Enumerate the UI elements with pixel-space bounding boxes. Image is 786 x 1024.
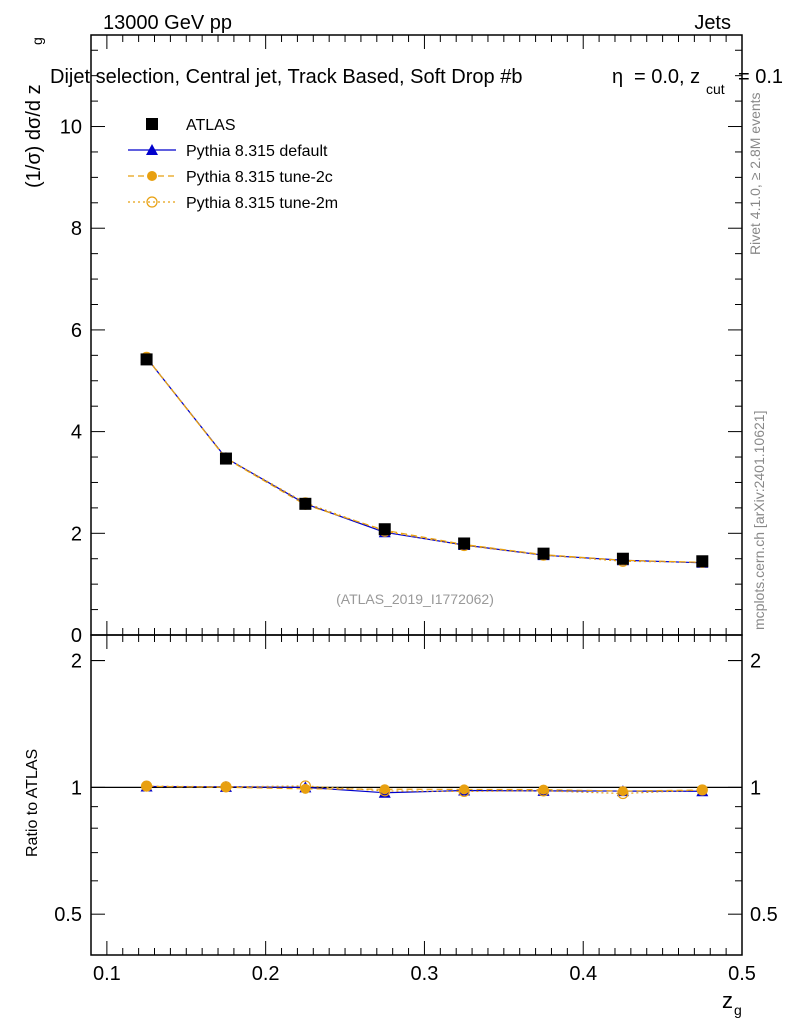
legend-entry-pythia-8-315-tune-2c: Pythia 8.315 tune-2c bbox=[128, 169, 333, 186]
data-point-pythia-8-315-tune-2m bbox=[299, 780, 311, 792]
ratio-panel-frame bbox=[90, 634, 743, 956]
y-tick-label-ratio-right: 1 bbox=[750, 777, 761, 799]
x-tick-label: 0.1 bbox=[93, 963, 121, 985]
y-tick-label-main: 0 bbox=[71, 625, 82, 647]
main-panel: 0 2 4 6 8 10 (ATLAS_2019_I1772062) (1/σ) dσ/d… bbox=[23, 34, 743, 647]
legend-marker bbox=[146, 144, 158, 155]
data-point-pythia-8-315-tune-2c bbox=[617, 786, 628, 797]
y-tick-label-main: 2 bbox=[71, 523, 82, 545]
data-point-atlas bbox=[696, 555, 709, 568]
y-tick-label-ratio: 1 bbox=[71, 777, 82, 799]
y-tick-label-main: 4 bbox=[71, 422, 82, 444]
y-tick-label-ratio: 0.5 bbox=[54, 904, 82, 926]
y-tick-label-ratio: 2 bbox=[71, 651, 82, 673]
data-point-atlas bbox=[219, 452, 232, 465]
plot-title: Dijet selection, Central jet, Track Base… bbox=[50, 66, 783, 97]
header-energy-label: 13000 GeV pp bbox=[103, 12, 232, 34]
plot-title-eta: η bbox=[612, 66, 623, 88]
series-line-pythia-8-315-tune-2c bbox=[146, 357, 703, 563]
y-tick-label-main: 6 bbox=[71, 320, 82, 342]
series-line-pythia-8-315-tune-2m bbox=[146, 357, 703, 563]
x-axis-title-text: z bbox=[722, 988, 733, 1013]
y-axis-title-main-subscript: g bbox=[29, 37, 45, 45]
data-point-pythia-8-315-tune-2m bbox=[537, 785, 550, 797]
data-point-atlas bbox=[616, 552, 629, 565]
legend-marker bbox=[147, 171, 157, 181]
x-tick-label: 0.2 bbox=[252, 963, 280, 985]
x-tick-label: 0.3 bbox=[411, 963, 439, 985]
header-process-label: Jets bbox=[694, 12, 731, 34]
legend-marker bbox=[146, 118, 158, 130]
y-axis-title-main-text: (1/σ) dσ/d z bbox=[23, 84, 45, 188]
data-point-atlas bbox=[299, 497, 312, 510]
data-point-pythia-8-315-tune-2m bbox=[458, 785, 470, 798]
legend-entry-pythia-8-315-tune-2m: Pythia 8.315 tune-2m bbox=[128, 195, 338, 212]
data-point-pythia-8-315-tune-2m bbox=[379, 785, 391, 797]
data-point-pythia-8-315-tune-2c bbox=[220, 782, 231, 793]
x-axis-title-subscript: g bbox=[734, 1002, 742, 1018]
main-panel-ticks: 0 2 4 6 8 10 bbox=[60, 35, 743, 647]
y-axis-title-main: (1/σ) dσ/d z g bbox=[23, 37, 45, 188]
legend-label: Pythia 8.315 default bbox=[186, 143, 328, 160]
legend-entry-pythia-8-315-default: Pythia 8.315 default bbox=[128, 143, 328, 160]
y-tick-label-main: 10 bbox=[60, 117, 82, 139]
data-point-atlas bbox=[458, 537, 471, 550]
y-tick-label-ratio-right: 0.5 bbox=[750, 904, 778, 926]
data-point-atlas bbox=[378, 523, 391, 536]
legend-marker bbox=[146, 196, 158, 208]
ratio-panel-series bbox=[140, 780, 709, 800]
legend-label: Pythia 8.315 tune-2c bbox=[186, 169, 333, 186]
mcplots-reference-label: mcplots.cern.ch [arXiv:2401.10621] bbox=[751, 411, 767, 630]
data-point-pythia-8-315-tune-2m bbox=[696, 784, 708, 796]
legend-label: Pythia 8.315 tune-2m bbox=[186, 195, 338, 212]
ratio-panel-ticks: 0.5 0.5 1 1 2 2 bbox=[54, 635, 778, 956]
x-axis-tick-labels: 0.1 0.2 0.3 0.4 0.5 bbox=[93, 963, 756, 985]
ratio-panel: 0.5 0.5 1 1 2 2 Ratio to ATLAS bbox=[24, 634, 778, 956]
data-point-pythia-8-315-tune-2m bbox=[220, 781, 232, 793]
y-tick-label-ratio-right: 2 bbox=[750, 651, 761, 673]
y-axis-title-ratio: Ratio to ATLAS bbox=[24, 749, 41, 857]
data-point-pythia-8-315-tune-2m bbox=[140, 780, 153, 792]
y-tick-label-main: 8 bbox=[71, 218, 82, 240]
data-point-pythia-8-315-tune-2m bbox=[617, 787, 629, 800]
plot-title-main: Dijet selection, Central jet, Track Base… bbox=[50, 66, 522, 88]
plot-title-suffix-a: = 0.0, z bbox=[634, 66, 700, 88]
data-point-atlas bbox=[140, 353, 153, 366]
plot-title-suffix-b: = 0.1 bbox=[738, 66, 783, 88]
analysis-tag: (ATLAS_2019_I1772062) bbox=[336, 591, 494, 607]
x-tick-label: 0.5 bbox=[728, 963, 756, 985]
legend: ATLAS Pythia 8.315 default Pythia 8.315 tu… bbox=[128, 117, 338, 212]
x-axis-title: z g bbox=[722, 988, 742, 1018]
plot-title-subscript: cut bbox=[706, 81, 725, 97]
data-point-atlas bbox=[537, 547, 550, 560]
rivet-version-label: Rivet 4.1.0, ≥ 2.8M events bbox=[747, 92, 763, 255]
legend-label: ATLAS bbox=[186, 117, 236, 134]
main-panel-series bbox=[140, 351, 709, 568]
legend-entry-atlas: ATLAS bbox=[146, 117, 236, 134]
x-tick-label: 0.4 bbox=[569, 963, 597, 985]
series-line-pythia-8-315-tune-2c bbox=[146, 785, 703, 792]
